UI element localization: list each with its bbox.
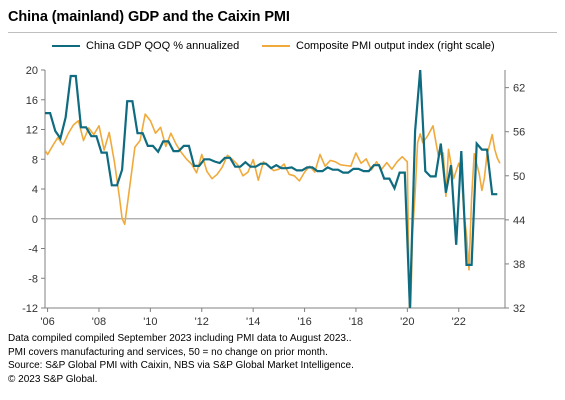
left-tick-label: 4 xyxy=(32,184,38,196)
legend-label-gdp: China GDP QOQ % annualized xyxy=(86,40,240,52)
x-tick-label: '10 xyxy=(143,316,157,328)
left-tick-label: -8 xyxy=(28,273,38,285)
note-compiled: Data compiled compiled September 2023 in… xyxy=(8,333,352,344)
chart-legend: China GDP QOQ % annualized Composite PMI… xyxy=(0,38,565,56)
x-tick-label: '18 xyxy=(349,316,363,328)
pmi-series-line xyxy=(45,113,501,308)
chart-title: China (mainland) GDP and the Caixin PMI xyxy=(8,9,290,25)
x-tick-label: '14 xyxy=(246,316,260,328)
x-tick-label: '12 xyxy=(195,316,209,328)
right-tick-label: 56 xyxy=(513,127,525,139)
x-tick-label: '22 xyxy=(452,316,466,328)
right-tick-label: 62 xyxy=(513,83,525,95)
legend-swatch-gdp xyxy=(52,44,80,48)
legend-item-pmi: Composite PMI output index (right scale) xyxy=(262,40,495,52)
right-tick-label: 50 xyxy=(513,171,525,183)
note-source: Source: S&P Global PMI with Caixin, NBS … xyxy=(8,360,354,371)
x-tick-label: '06 xyxy=(40,316,54,328)
left-tick-label: 8 xyxy=(32,154,38,166)
right-tick-label: 44 xyxy=(513,215,525,227)
legend-label-pmi: Composite PMI output index (right scale) xyxy=(296,40,495,52)
x-tick-label: '08 xyxy=(92,316,106,328)
right-tick-label: 38 xyxy=(513,259,525,271)
left-tick-label: 20 xyxy=(26,65,38,77)
x-tick-label: '20 xyxy=(400,316,414,328)
left-tick-label: 16 xyxy=(26,95,38,107)
note-copyright: © 2023 S&P Global. xyxy=(8,373,98,385)
chart-notes: Data compiled compiled September 2023 in… xyxy=(8,332,354,386)
left-tick-label: -4 xyxy=(28,244,38,256)
left-tick-label: 0 xyxy=(32,214,38,226)
legend-swatch-pmi xyxy=(262,44,290,48)
left-tick-label: 12 xyxy=(26,125,38,137)
right-tick-label: 32 xyxy=(513,303,525,315)
note-coverage: PMI covers manufacturing and services, 5… xyxy=(8,346,328,358)
left-tick-label: -12 xyxy=(22,303,38,315)
title-divider xyxy=(8,32,557,33)
x-tick-label: '16 xyxy=(297,316,311,328)
legend-item-gdp: China GDP QOQ % annualized xyxy=(52,40,239,52)
gdp-series-line xyxy=(45,70,498,308)
